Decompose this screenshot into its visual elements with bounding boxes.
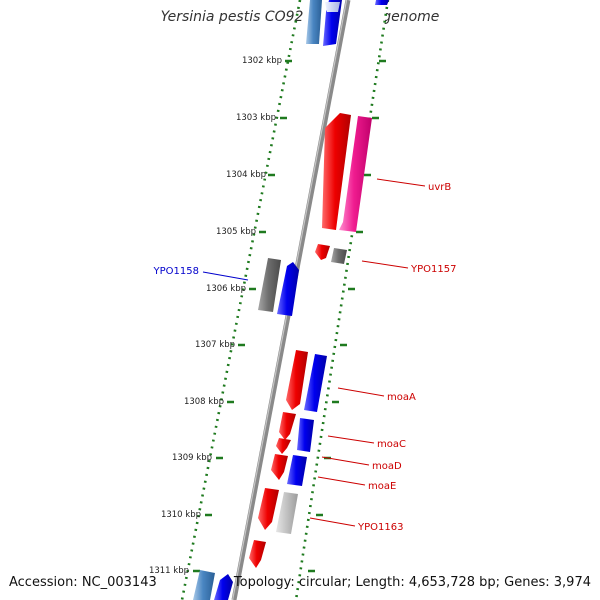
label-line-moaE <box>317 476 366 486</box>
label-line-moaA <box>337 387 385 397</box>
gene-YPO1163[interactable] <box>276 492 298 534</box>
gene-label-YPO1163[interactable]: YPO1163 <box>357 522 403 533</box>
gene-moaA[interactable] <box>286 350 308 410</box>
ruler-tick-label-1310: 1310 kbp <box>161 510 201 520</box>
ruler-tick-label-1311: 1311 kbp <box>149 566 189 576</box>
label-line-moaC <box>327 435 375 444</box>
genome-summary-text: Topology: circular; Length: 4,653,728 bp… <box>233 575 591 590</box>
gene-moaE[interactable] <box>271 454 288 480</box>
gene-label-YPO1157[interactable]: YPO1157 <box>410 264 456 275</box>
ruler-tick-label-1304: 1304 kbp <box>226 170 266 180</box>
gene-moaE-partner[interactable] <box>287 455 307 486</box>
gene-block-top-3[interactable] <box>325 2 340 12</box>
ruler-tick-1310: 1310 kbp <box>161 510 212 520</box>
gene-block-top-4[interactable] <box>375 0 389 5</box>
gene-YPO1158-partner[interactable] <box>277 262 299 316</box>
label-line-YPO1157 <box>361 260 409 269</box>
ruler-tick-1309: 1309 kbp <box>172 453 223 463</box>
accession-text: Accession: NC_003143 <box>9 575 157 590</box>
gene-YPO1163-a[interactable] <box>258 488 279 530</box>
gene-YPO1158[interactable] <box>258 258 281 312</box>
ruler-tick-label-1305: 1305 kbp <box>216 227 256 237</box>
gene-moaD[interactable] <box>276 438 291 454</box>
gene-moaC-partner[interactable] <box>297 418 314 452</box>
gene-label-uvrB[interactable]: uvrB <box>428 182 451 193</box>
ruler-tick-label-1307: 1307 kbp <box>195 340 235 350</box>
ruler-tick-label-1306: 1306 kbp <box>206 284 246 294</box>
label-line-YPO1158 <box>202 271 249 281</box>
gene-label-YPO1158[interactable]: YPO1158 <box>153 266 199 277</box>
gene-YPO1157[interactable] <box>331 248 347 264</box>
gene-label-moaC[interactable]: moaC <box>377 439 406 450</box>
ruler-tick-1302: 1302 kbp <box>242 56 292 66</box>
label-line-moaD <box>321 456 370 466</box>
gene-block-top-1[interactable] <box>306 0 322 44</box>
gene-block-bottom-1[interactable] <box>249 540 266 568</box>
ruler-tick-label-1302: 1302 kbp <box>242 56 282 66</box>
gene-uvrB-partner[interactable] <box>339 116 372 232</box>
ruler-tick-label-1308: 1308 kbp <box>184 397 224 407</box>
gene-uvrB[interactable] <box>322 113 351 230</box>
gene-label-moaE[interactable]: moaE <box>368 481 396 492</box>
ruler-tick-label-1309: 1309 kbp <box>172 453 212 463</box>
ruler-tick-1307: 1307 kbp <box>195 340 245 350</box>
gene-label-moaD[interactable]: moaD <box>372 461 402 472</box>
ruler-tick-1303: 1303 kbp <box>236 113 287 123</box>
ruler-tick-label-1303: 1303 kbp <box>236 113 276 123</box>
ruler-dotted-line-right <box>294 0 390 600</box>
gene-label-moaA[interactable]: moaA <box>387 392 416 403</box>
ruler-tick-1308: 1308 kbp <box>184 397 234 407</box>
gene-YPO1157-a[interactable] <box>315 244 330 260</box>
genome-track-band <box>230 0 388 600</box>
ruler-tick-1306: 1306 kbp <box>206 284 256 294</box>
label-line-YPO1163 <box>309 517 356 527</box>
gene-moaA-partner[interactable] <box>304 354 327 412</box>
label-line-uvrB <box>376 178 426 187</box>
gene-block-bottom-2[interactable] <box>193 570 215 600</box>
ruler-tick-1305: 1305 kbp <box>216 227 266 237</box>
gene-moaC[interactable] <box>279 412 296 440</box>
gene-block-bottom-3[interactable] <box>214 574 233 600</box>
ruler-tick-1304: 1304 kbp <box>226 170 275 180</box>
ruler-tick-1311: 1311 kbp <box>149 566 200 576</box>
